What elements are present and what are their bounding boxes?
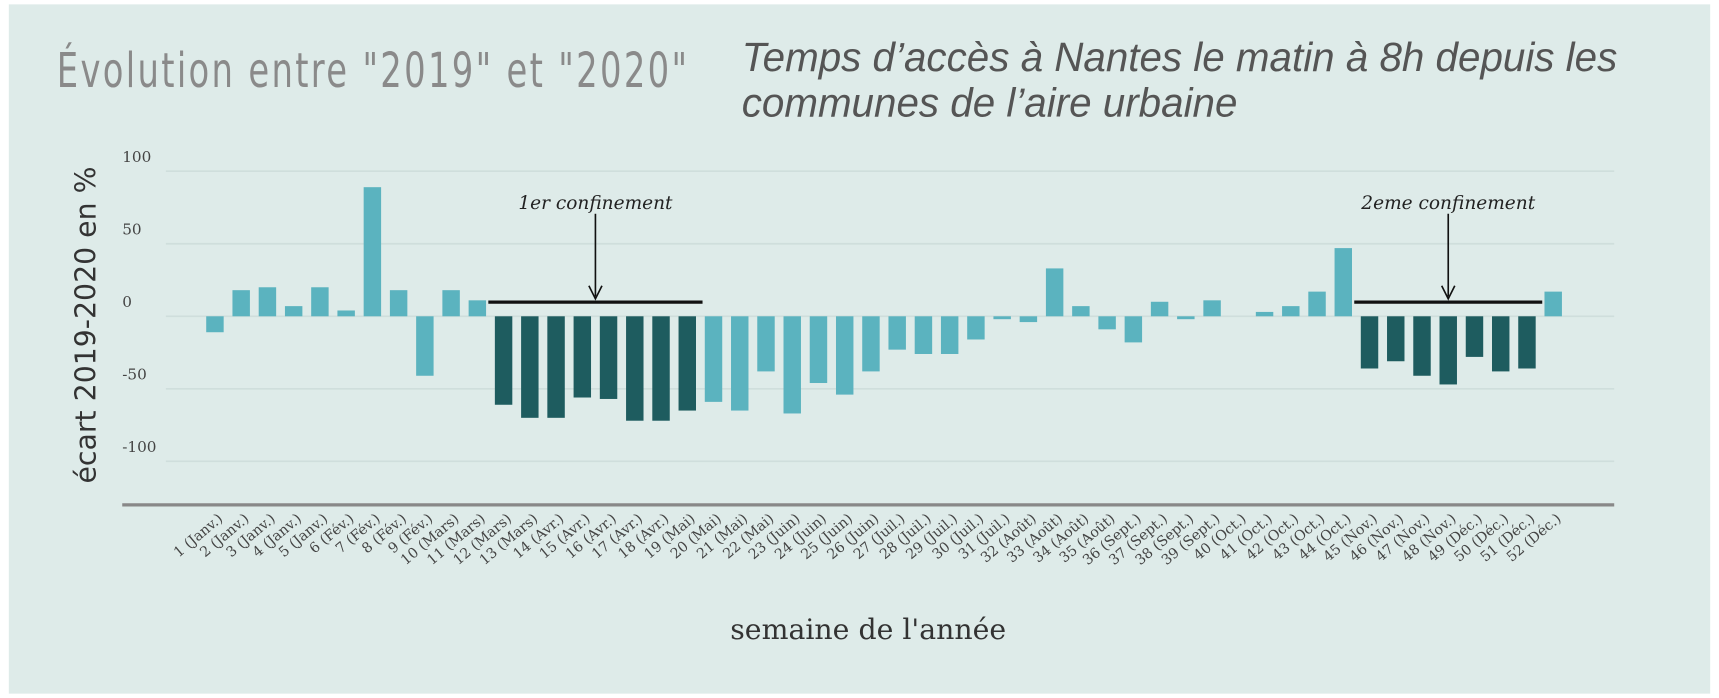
y-tick-label: 50 bbox=[122, 221, 141, 239]
bar bbox=[1072, 306, 1090, 317]
bar bbox=[1255, 311, 1274, 317]
bar bbox=[1203, 300, 1221, 317]
bar bbox=[967, 316, 985, 340]
bar bbox=[258, 287, 277, 317]
y-tick-label: 100 bbox=[122, 148, 151, 166]
annotation: 1er confinement bbox=[518, 193, 673, 214]
bar bbox=[1518, 316, 1536, 369]
bar bbox=[1045, 268, 1064, 317]
bar bbox=[835, 316, 854, 395]
bar bbox=[363, 187, 382, 317]
bar bbox=[678, 316, 696, 411]
bar bbox=[521, 316, 539, 418]
bar bbox=[1150, 301, 1169, 317]
bar bbox=[862, 316, 880, 372]
bar bbox=[337, 310, 355, 317]
bar bbox=[1308, 291, 1326, 317]
bar bbox=[1124, 316, 1143, 343]
bar bbox=[1360, 316, 1379, 369]
bar bbox=[1544, 291, 1562, 317]
bar bbox=[993, 316, 1011, 320]
bar bbox=[416, 316, 434, 376]
bar bbox=[1491, 316, 1510, 372]
annotation: 2eme confinement bbox=[1360, 193, 1535, 214]
bar bbox=[573, 316, 592, 398]
bar bbox=[284, 306, 303, 317]
bar bbox=[757, 316, 775, 372]
bar bbox=[704, 316, 723, 402]
annotation-arrowhead bbox=[1440, 285, 1456, 301]
bar bbox=[1387, 316, 1405, 362]
y-tick-label: 0 bbox=[122, 293, 132, 311]
chart-title: Évolution entre "2019" et "2020" bbox=[57, 42, 690, 99]
bar bbox=[783, 316, 801, 414]
bar bbox=[914, 316, 933, 354]
bar bbox=[1177, 316, 1195, 320]
bar bbox=[599, 316, 618, 399]
bar bbox=[232, 290, 250, 317]
bar bbox=[442, 290, 460, 317]
bar bbox=[1019, 316, 1038, 323]
bar bbox=[1465, 316, 1484, 357]
bar bbox=[888, 316, 906, 350]
bar bbox=[1439, 316, 1457, 385]
y-axis-label: écart 2019-2020 en % bbox=[69, 166, 102, 483]
annotation-arrowhead bbox=[588, 285, 603, 301]
bar bbox=[311, 287, 329, 317]
x-axis-label: semaine de l'année bbox=[730, 613, 1006, 646]
chart-subtitle: Temps d’accès à Nantes le matin à 8h dep… bbox=[741, 34, 1618, 126]
bar bbox=[468, 300, 487, 317]
y-tick-label: -50 bbox=[122, 366, 147, 384]
bar bbox=[652, 316, 670, 421]
bar bbox=[389, 290, 408, 317]
bar bbox=[1098, 316, 1116, 330]
bar bbox=[940, 316, 959, 354]
bar bbox=[206, 316, 224, 333]
bar bbox=[1413, 316, 1431, 376]
bar bbox=[1282, 306, 1300, 317]
y-tick-label: -100 bbox=[122, 438, 156, 456]
bar bbox=[494, 316, 513, 405]
subtitle-box: Temps d’accès à Nantes le matin à 8h dep… bbox=[741, 34, 1618, 126]
bar bbox=[1334, 248, 1353, 317]
bar bbox=[809, 316, 828, 384]
bar bbox=[547, 316, 565, 418]
bar bbox=[626, 316, 644, 421]
bar bbox=[731, 316, 749, 411]
